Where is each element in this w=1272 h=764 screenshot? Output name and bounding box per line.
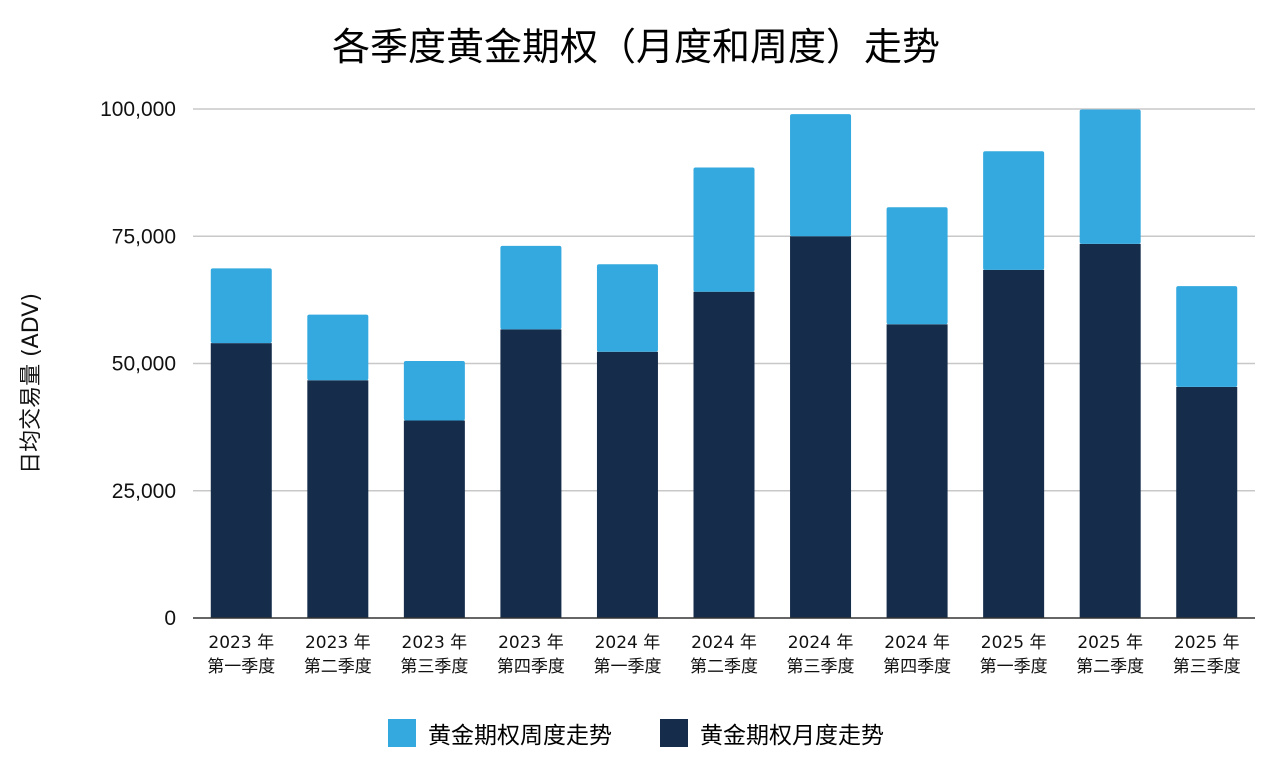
y-tick-label: 75,000	[112, 225, 176, 248]
bar-monthly	[500, 329, 562, 618]
bar-monthly	[790, 236, 852, 618]
x-tick-label: 2025 年	[1077, 633, 1143, 653]
y-axis-label: 日均交易量 (ADV)	[19, 293, 44, 474]
bar-weekly	[1176, 286, 1238, 387]
x-tick-label: 第三季度	[1173, 657, 1241, 677]
x-tick-label: 2024 年	[595, 633, 661, 653]
bar-weekly	[886, 207, 948, 325]
y-tick-label: 25,000	[112, 480, 176, 503]
bar-monthly	[210, 343, 272, 618]
bar-weekly	[596, 264, 658, 352]
x-tick-label: 第三季度	[400, 657, 468, 677]
bar-monthly	[1079, 243, 1141, 618]
chart-title: 各季度黄金期权（月度和周度）走势	[331, 25, 940, 69]
x-tick-label: 第一季度	[980, 657, 1048, 677]
bar-monthly	[1176, 386, 1238, 618]
bar-monthly	[983, 269, 1045, 618]
legend-swatch	[388, 719, 416, 747]
x-tick-label: 第一季度	[593, 657, 661, 677]
x-tick-label: 2023 年	[305, 633, 371, 653]
bar-monthly	[886, 324, 948, 618]
bar-weekly	[1079, 109, 1141, 244]
bar-weekly	[983, 151, 1045, 270]
x-tick-label: 2023 年	[402, 633, 468, 653]
bar-weekly	[307, 314, 369, 381]
legend-label: 黄金期权月度走势	[700, 723, 884, 749]
x-tick-label: 2024 年	[691, 633, 757, 653]
legend-item: 黄金期权月度走势	[660, 716, 884, 750]
x-tick-label: 第三季度	[787, 657, 855, 677]
x-tick-label: 2023 年	[208, 633, 274, 653]
y-tick-label: 50,000	[112, 353, 176, 376]
bar-weekly	[500, 245, 562, 330]
x-tick-label: 2024 年	[884, 633, 950, 653]
x-tick-label: 第四季度	[883, 657, 951, 677]
bar-monthly	[596, 351, 658, 618]
y-tick-label: 0	[164, 607, 176, 630]
x-tick-label: 第二季度	[304, 657, 372, 677]
x-tick-label: 2023 年	[498, 633, 564, 653]
bar-weekly	[210, 268, 272, 344]
legend-label: 黄金期权周度走势	[428, 723, 612, 749]
bar-monthly	[307, 380, 369, 618]
chart-legend: 黄金期权周度走势 黄金期权月度走势	[0, 716, 1272, 750]
x-tick-label: 第四季度	[497, 657, 565, 677]
x-tick-label: 第二季度	[690, 657, 758, 677]
bar-weekly	[403, 360, 465, 421]
legend-swatch	[660, 719, 688, 747]
x-tick-label: 2025 年	[1174, 633, 1240, 653]
bar-monthly	[403, 420, 465, 618]
stacked-bar-chart: 0 25,000 50,000 75,000 100,000 日均交易量 (ADV) 202…	[19, 98, 1255, 677]
x-tick-label: 第一季度	[207, 657, 275, 677]
y-tick-label: 100,000	[100, 98, 176, 121]
bar-weekly	[693, 167, 755, 292]
x-tick-label: 2025 年	[981, 633, 1047, 653]
x-tick-label: 第二季度	[1076, 657, 1144, 677]
legend-item: 黄金期权周度走势	[388, 716, 612, 750]
x-tick-label: 2024 年	[788, 633, 854, 653]
bar-weekly	[790, 114, 852, 237]
bar-monthly	[693, 291, 755, 618]
